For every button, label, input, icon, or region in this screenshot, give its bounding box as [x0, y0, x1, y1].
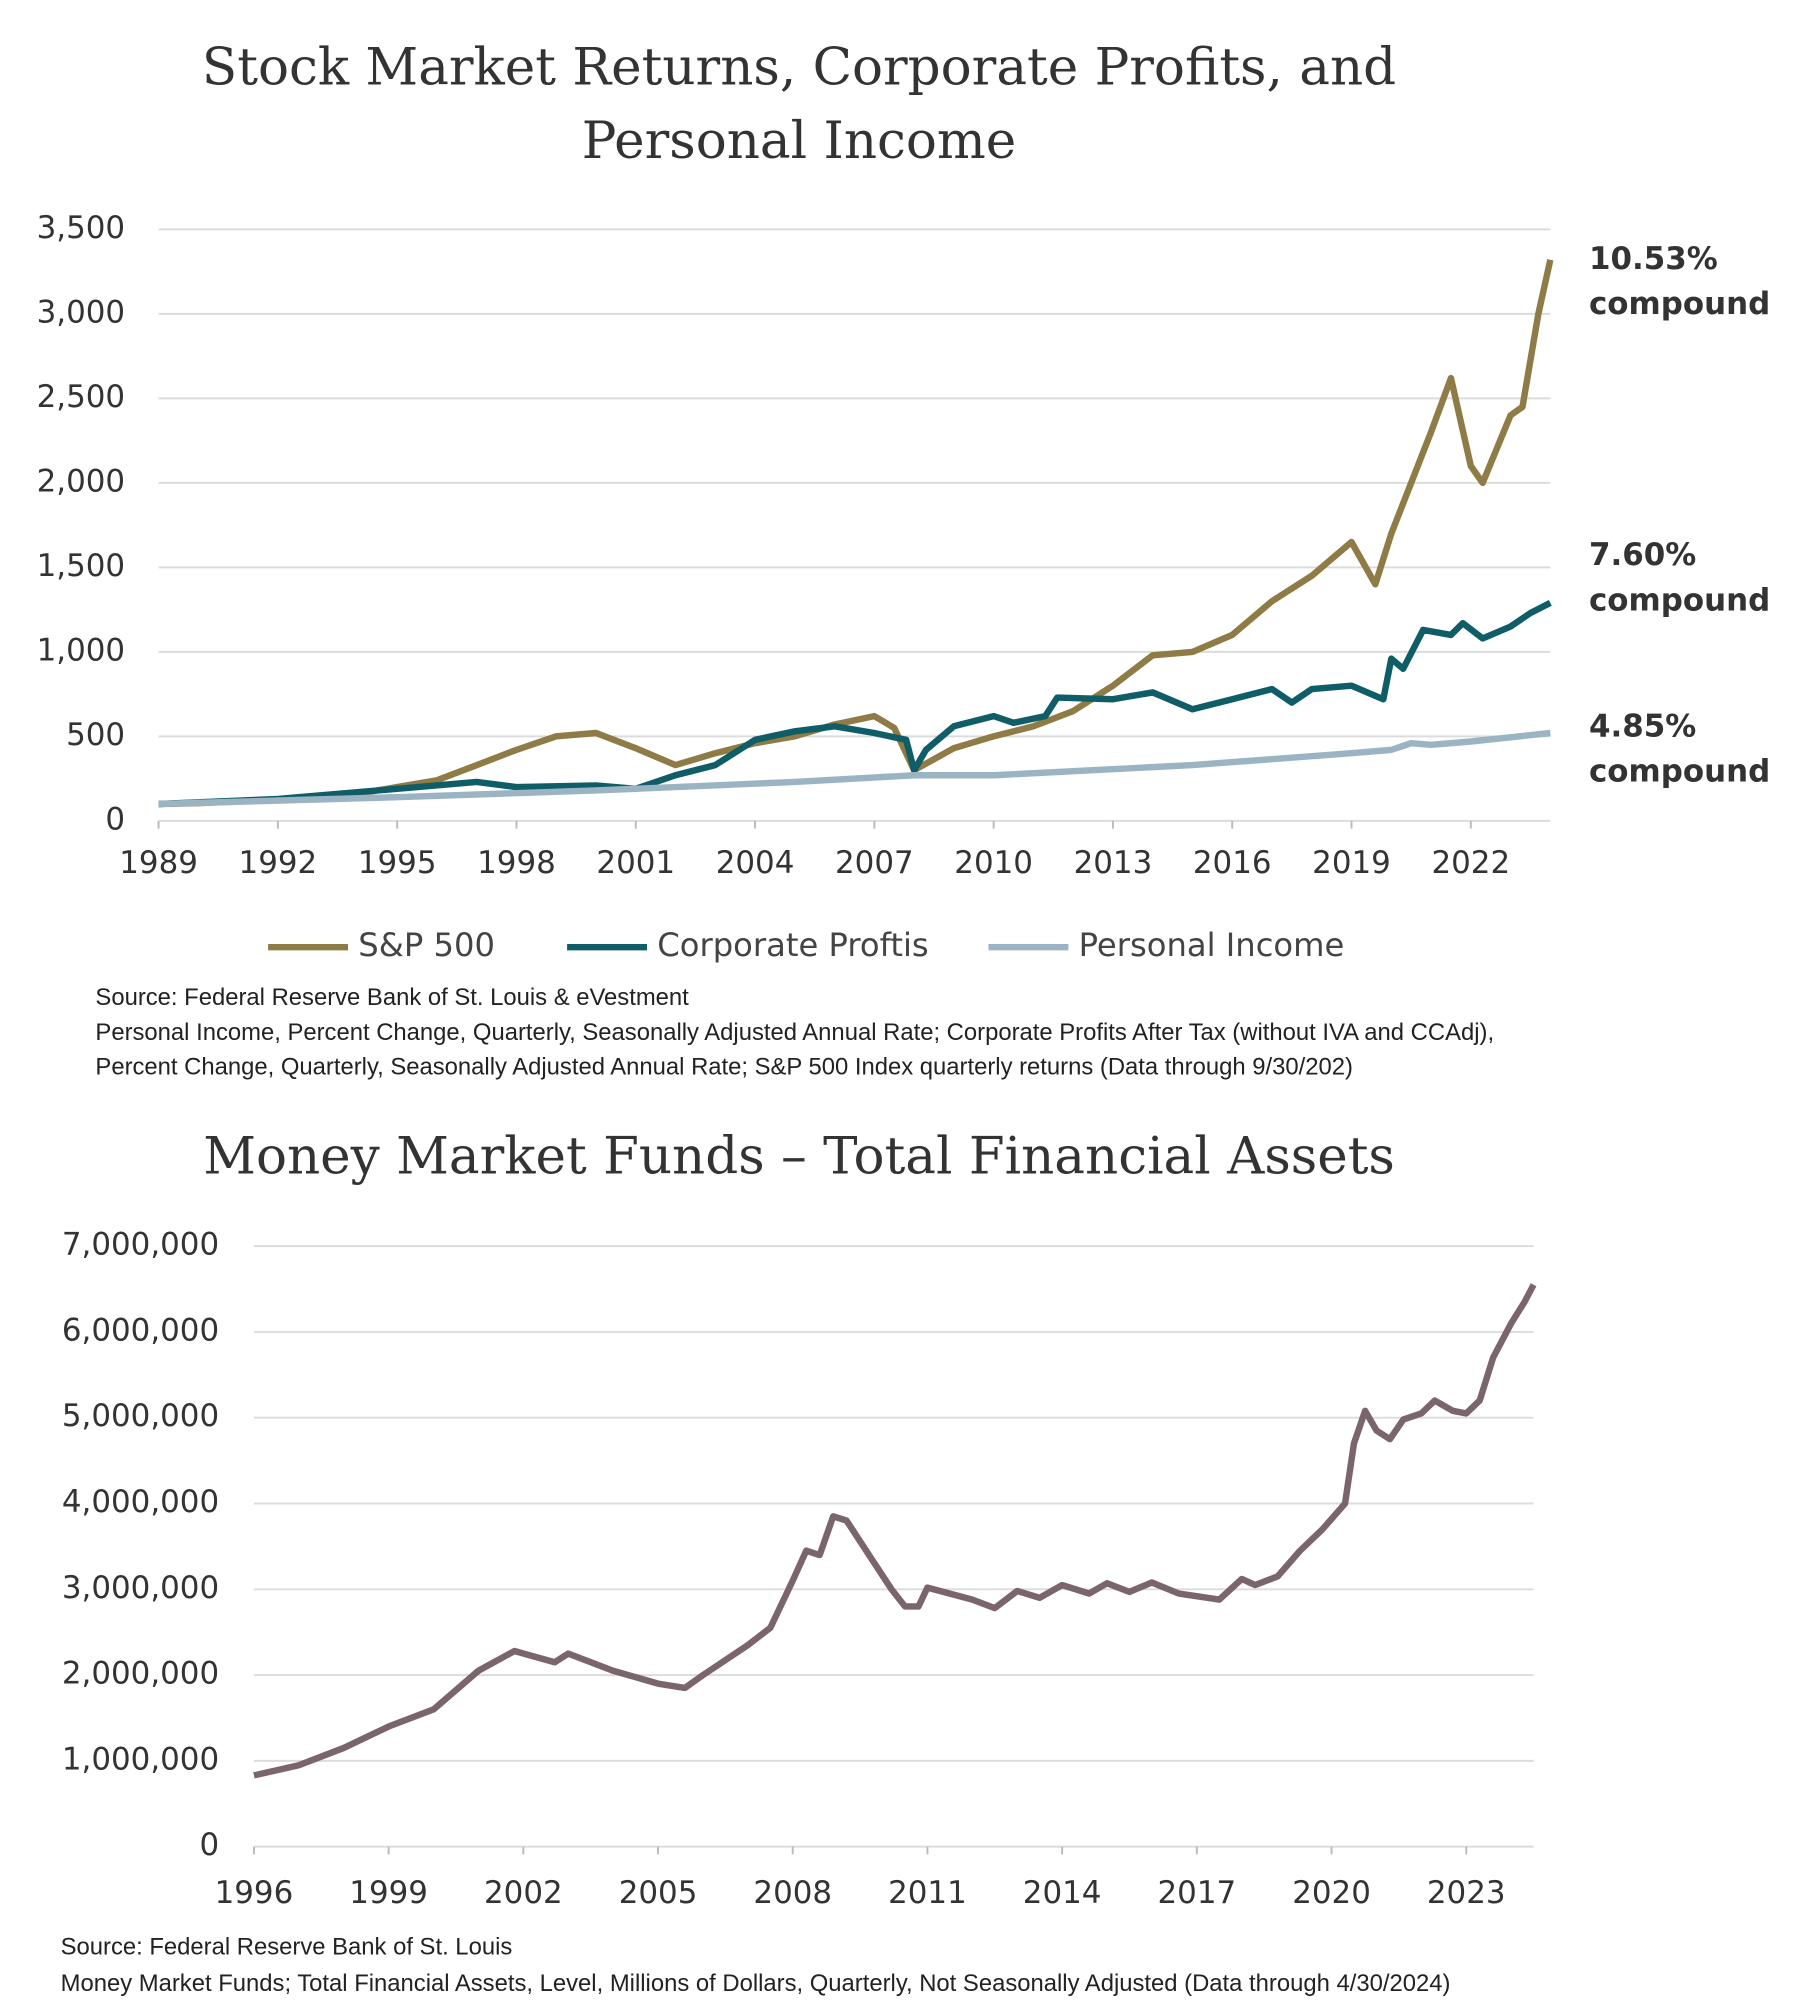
- y-tick-label: 2,000: [37, 463, 125, 499]
- x-tick-label: 1992: [239, 845, 318, 881]
- legend-label: Corporate Proftis: [657, 926, 928, 964]
- x-tick-label: 2016: [1193, 845, 1272, 881]
- source-note: Source: Federal Reserve Bank of St. Loui…: [61, 1934, 513, 1961]
- source-note: Source: Federal Reserve Bank of St. Loui…: [95, 984, 689, 1011]
- x-tick-label: 2017: [1158, 1875, 1237, 1911]
- y-tick-label: 7,000,000: [62, 1227, 219, 1263]
- y-tick-label: 1,500: [37, 548, 125, 584]
- legend-label: S&P 500: [358, 926, 495, 964]
- x-tick-label: 2019: [1312, 845, 1391, 881]
- x-tick-label: 2004: [716, 845, 795, 881]
- x-tick-label: 2007: [835, 845, 914, 881]
- annotation: compound: [1589, 582, 1770, 618]
- x-tick-label: 1989: [119, 845, 198, 881]
- x-tick-label: 2010: [954, 845, 1033, 881]
- x-tick-label: 2001: [596, 845, 675, 881]
- y-tick-label: 3,000,000: [62, 1570, 219, 1606]
- x-tick-label: 2002: [484, 1875, 563, 1911]
- y-tick-label: 1,000,000: [62, 1741, 219, 1777]
- y-tick-label: 4,000,000: [62, 1484, 219, 1520]
- x-tick-label: 2022: [1431, 845, 1510, 881]
- chart-title: Personal Income: [582, 111, 1017, 171]
- series-line: [158, 259, 1554, 808]
- series-line: [158, 599, 1552, 808]
- y-tick-label: 500: [66, 717, 125, 753]
- x-tick-label: 2013: [1074, 845, 1153, 881]
- x-tick-label: 2005: [619, 1875, 698, 1911]
- y-tick-label: 3,500: [37, 210, 125, 246]
- series-line: [158, 729, 1551, 808]
- y-tick-label: 0: [199, 1827, 219, 1863]
- x-tick-label: 1996: [215, 1875, 294, 1911]
- x-tick-label: 2014: [1023, 1875, 1102, 1911]
- legend-label: Personal Income: [1079, 926, 1345, 964]
- x-tick-label: 1999: [349, 1875, 428, 1911]
- annotation: 4.85%: [1589, 709, 1696, 745]
- y-tick-label: 3,000: [37, 294, 125, 330]
- x-tick-label: 1998: [477, 845, 556, 881]
- y-tick-label: 1,000: [37, 632, 125, 668]
- x-tick-label: 2023: [1427, 1875, 1506, 1911]
- source-note: Money Market Funds; Total Financial Asse…: [61, 1970, 1451, 1997]
- x-tick-label: 2011: [888, 1875, 967, 1911]
- annotation: 7.60%: [1589, 537, 1696, 573]
- y-tick-label: 2,000,000: [62, 1656, 219, 1692]
- series-line: [253, 1283, 1537, 1779]
- y-tick-label: 0: [105, 801, 125, 837]
- y-tick-label: 2,500: [37, 379, 125, 415]
- annotation: compound: [1589, 754, 1770, 790]
- source-note: Personal Income, Percent Change, Quarter…: [95, 1019, 1494, 1046]
- x-tick-label: 2020: [1292, 1875, 1371, 1911]
- chart-title: Stock Market Returns, Corporate Profits,…: [202, 37, 1396, 97]
- y-tick-label: 5,000,000: [62, 1398, 219, 1434]
- chart-title: Money Market Funds – Total Financial Ass…: [203, 1126, 1395, 1186]
- x-tick-label: 2008: [753, 1875, 832, 1911]
- x-tick-label: 1995: [358, 845, 437, 881]
- y-tick-label: 6,000,000: [62, 1312, 219, 1348]
- source-note: Percent Change, Quarterly, Seasonally Ad…: [95, 1054, 1352, 1081]
- annotation: compound: [1589, 286, 1770, 322]
- annotation: 10.53%: [1589, 241, 1718, 277]
